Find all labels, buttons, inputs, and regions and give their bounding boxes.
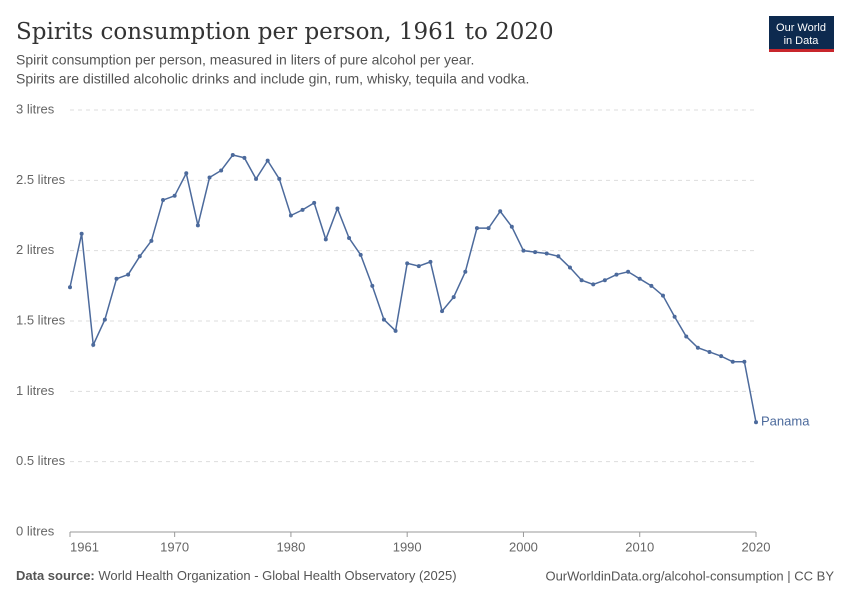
point xyxy=(707,349,712,354)
x-tick-label: 1980 xyxy=(276,539,305,554)
point xyxy=(137,254,142,259)
point xyxy=(486,226,491,231)
source: Data source: World Health Organization -… xyxy=(16,568,457,583)
point xyxy=(626,269,631,274)
point xyxy=(219,168,224,173)
point xyxy=(440,309,445,314)
y-tick-label: 2.5 litres xyxy=(16,172,66,187)
point xyxy=(416,264,421,269)
point xyxy=(91,342,96,347)
x-tick-label: 1961 xyxy=(70,539,99,554)
point xyxy=(474,226,479,231)
x-tick-label: 2020 xyxy=(742,539,771,554)
point xyxy=(649,283,654,288)
point xyxy=(602,278,607,283)
point xyxy=(102,317,107,322)
point xyxy=(660,293,665,298)
point xyxy=(544,251,549,256)
point xyxy=(591,282,596,287)
point xyxy=(242,155,247,160)
point xyxy=(335,206,340,211)
point xyxy=(463,269,468,274)
x-tick-label: 2000 xyxy=(509,539,538,554)
point xyxy=(684,334,689,339)
y-tick-label: 0.5 litres xyxy=(16,453,66,468)
point xyxy=(161,198,166,203)
point xyxy=(347,236,352,241)
point xyxy=(184,171,189,176)
point xyxy=(288,213,293,218)
x-tick-label: 1970 xyxy=(160,539,189,554)
point xyxy=(672,314,677,319)
point xyxy=(172,193,177,198)
subtitle: Spirit consumption per person, measured … xyxy=(16,52,474,68)
point xyxy=(68,285,72,290)
point xyxy=(126,272,131,277)
x-tick-label: 2010 xyxy=(625,539,654,554)
point xyxy=(754,420,758,425)
point xyxy=(719,354,724,359)
y-tick-label: 1 litres xyxy=(16,383,55,398)
point xyxy=(79,231,84,236)
y-tick-label: 1.5 litres xyxy=(16,312,66,327)
point xyxy=(207,175,212,180)
subtitle: Spirits are distilled alcoholic drinks a… xyxy=(16,71,529,87)
point xyxy=(312,200,317,205)
point xyxy=(614,272,619,277)
point xyxy=(567,265,572,270)
point xyxy=(428,259,433,264)
point xyxy=(370,283,375,288)
source-text: World Health Organization - Global Healt… xyxy=(98,568,456,583)
point xyxy=(637,276,642,281)
point xyxy=(405,261,410,266)
x-tick-label: 1990 xyxy=(393,539,422,554)
point xyxy=(358,252,363,257)
point xyxy=(556,254,561,259)
footer-link: OurWorldinData.org/alcohol-consumption |… xyxy=(545,568,834,583)
point xyxy=(277,176,282,181)
point xyxy=(114,276,119,281)
y-tick-label: 3 litres xyxy=(16,101,55,116)
point xyxy=(381,317,386,322)
point xyxy=(300,207,305,212)
point xyxy=(195,223,200,228)
logo-text: in Data xyxy=(784,35,820,47)
point xyxy=(730,359,735,364)
point xyxy=(149,238,154,243)
point xyxy=(265,158,270,163)
source-label: Data source: xyxy=(16,568,95,583)
logo-bar xyxy=(769,49,834,52)
point xyxy=(254,176,259,181)
y-tick-label: 2 litres xyxy=(16,242,55,257)
point xyxy=(533,250,538,255)
point xyxy=(230,153,235,158)
point xyxy=(393,328,398,333)
y-tick-label: 0 litres xyxy=(16,523,55,538)
point xyxy=(509,224,514,229)
logo xyxy=(769,16,834,52)
chart-title: Spirits consumption per person, 1961 to … xyxy=(16,19,554,45)
logo-text: Our World xyxy=(776,22,826,34)
line xyxy=(69,154,757,423)
point xyxy=(323,237,328,242)
series-label: Panama xyxy=(761,414,810,429)
point xyxy=(521,248,526,253)
point xyxy=(742,359,747,364)
point xyxy=(695,345,700,350)
point xyxy=(451,295,456,300)
point xyxy=(579,278,584,283)
point xyxy=(498,209,503,214)
